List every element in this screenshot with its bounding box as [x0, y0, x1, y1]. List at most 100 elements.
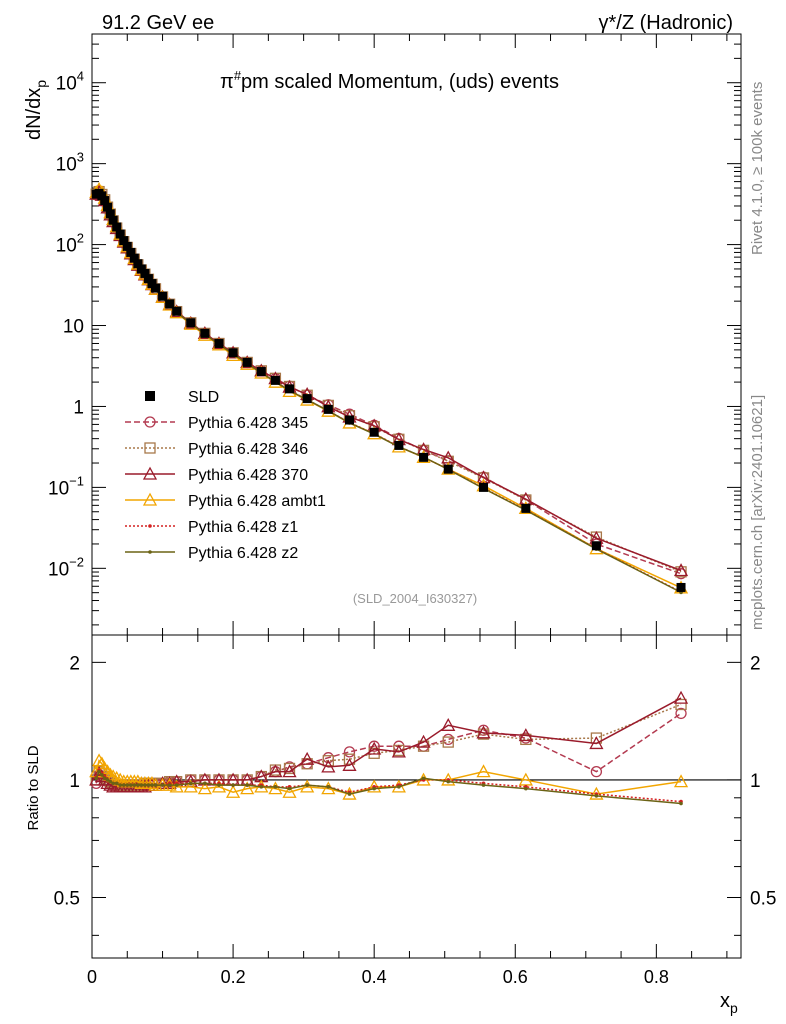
plot-title-symbol: π	[220, 71, 234, 93]
data-point	[256, 367, 266, 377]
data-point	[172, 306, 182, 316]
data-point	[158, 291, 168, 301]
x-tick-label: 0.2	[221, 967, 246, 987]
plot-title: π#pm scaled Momentum, (uds) events	[220, 68, 559, 93]
main-curves	[89, 181, 689, 595]
y-axis-label-text: dN/dx	[23, 88, 45, 140]
y-tick-label: 10−1	[48, 473, 84, 499]
ratio-tick-label-right: 0.5	[750, 889, 776, 910]
series-marker-ratio	[139, 783, 144, 787]
x-tick-label: 0.6	[503, 967, 528, 987]
series-marker-ratio	[197, 781, 212, 795]
series-marker-ratio	[146, 783, 151, 787]
x-tick-label: 0.4	[362, 967, 387, 987]
series-marker-ratio	[100, 773, 104, 777]
legend-entry: SLD	[145, 389, 219, 406]
y-tick-label: 103	[56, 150, 84, 176]
series-marker-ratio	[446, 779, 451, 784]
main-axis-ticks: 10−2 10−1 1 10 102 103 104	[48, 33, 741, 626]
ratio-tick-label-right: 2	[750, 653, 761, 674]
data-point	[270, 375, 280, 385]
analysis-watermark: (SLD_2004_I630327)	[353, 591, 477, 606]
series-marker-ratio	[174, 783, 179, 787]
series-marker-ratio	[268, 781, 283, 795]
series-marker-ratio	[372, 786, 376, 791]
y-tick-label: 10−2	[48, 554, 84, 580]
data-point	[112, 222, 122, 232]
x-axis-label-sub: p	[730, 1000, 738, 1016]
series-marker-ratio	[132, 783, 137, 787]
data-point	[150, 283, 160, 293]
series-marker-ratio	[476, 764, 491, 778]
x-tick-label: 0.8	[644, 967, 669, 987]
ratio-axis-label: Ratio to SLD	[25, 745, 42, 830]
series-marker-ratio	[108, 779, 113, 784]
series-marker-ratio	[188, 781, 193, 786]
legend-label: Pythia 6.428 370	[188, 467, 308, 484]
series-marker-ratio	[673, 690, 689, 704]
rivet-label: Rivet 4.1.0, ≥ 100k events	[749, 82, 766, 255]
legend-label: Pythia 6.428 z1	[188, 519, 298, 536]
y-axis-label: dN/dxp	[23, 80, 49, 140]
series-marker-ratio	[322, 755, 334, 767]
data-point	[394, 440, 404, 450]
series-marker-ratio	[89, 772, 104, 786]
data-point	[119, 236, 129, 246]
series-marker-ratio	[155, 775, 170, 790]
y-tick-label: 102	[56, 231, 84, 257]
series-marker-ratio	[97, 761, 112, 775]
y-tick-label: 104	[56, 69, 84, 95]
series-marker-ratio	[102, 776, 107, 781]
series-marker-ratio	[673, 774, 689, 788]
legend-marker	[148, 550, 152, 554]
series-marker-ratio	[125, 783, 130, 787]
series-marker-ratio	[217, 783, 221, 787]
data-point	[214, 338, 224, 348]
legend-label: Pythia 6.428 345	[188, 415, 308, 432]
data-point	[147, 279, 157, 289]
ratio-tick-label-right: 1	[750, 771, 761, 792]
series-marker-ratio	[150, 783, 154, 787]
data-point	[140, 268, 150, 278]
x-tick-label: 0	[87, 967, 97, 987]
data-point	[479, 482, 489, 492]
series-marker-ratio	[245, 783, 249, 787]
series-marker-ratio	[240, 781, 255, 795]
series-marker-ratio	[136, 783, 140, 787]
ratio-tick-label: 1	[69, 771, 80, 792]
series-marker-ratio	[589, 786, 604, 800]
series-marker-ratio	[118, 783, 123, 787]
y-tick-label: 10	[63, 317, 84, 338]
legend-entry: Pythia 6.428 z2	[125, 545, 298, 562]
data-point	[129, 253, 139, 263]
data-point	[443, 464, 453, 474]
ratio-plot-frame	[91, 634, 742, 959]
data-point	[103, 202, 113, 212]
data-point	[126, 247, 136, 257]
series-marker-ratio	[231, 783, 235, 787]
series-marker-ratio	[518, 772, 533, 786]
series-marker-ratio	[169, 779, 184, 793]
series-marker-ratio	[167, 783, 172, 787]
x-axis-label-text: x	[720, 990, 730, 1012]
data-point	[228, 348, 238, 358]
series-marker-ratio	[476, 725, 491, 739]
series-marker-ratio	[441, 717, 456, 731]
series-marker-ratio	[282, 764, 297, 778]
series-marker-ratio	[675, 698, 687, 711]
legend-entry: Pythia 6.428 370	[125, 466, 308, 484]
series-marker-ratio	[300, 751, 315, 765]
y-axis-label-sub: p	[33, 80, 49, 88]
series-marker-ratio	[367, 741, 382, 755]
series-marker-main	[675, 566, 687, 578]
series-marker-ratio	[144, 775, 160, 790]
legend-marker	[144, 416, 156, 428]
series-marker-ratio	[477, 728, 490, 740]
series-marker-main	[476, 470, 491, 484]
legend-marker	[142, 466, 158, 480]
series-marker-ratio	[679, 801, 683, 806]
series-marker-ratio	[342, 757, 357, 771]
data-point	[591, 541, 601, 551]
series-marker-ratio	[121, 783, 126, 787]
